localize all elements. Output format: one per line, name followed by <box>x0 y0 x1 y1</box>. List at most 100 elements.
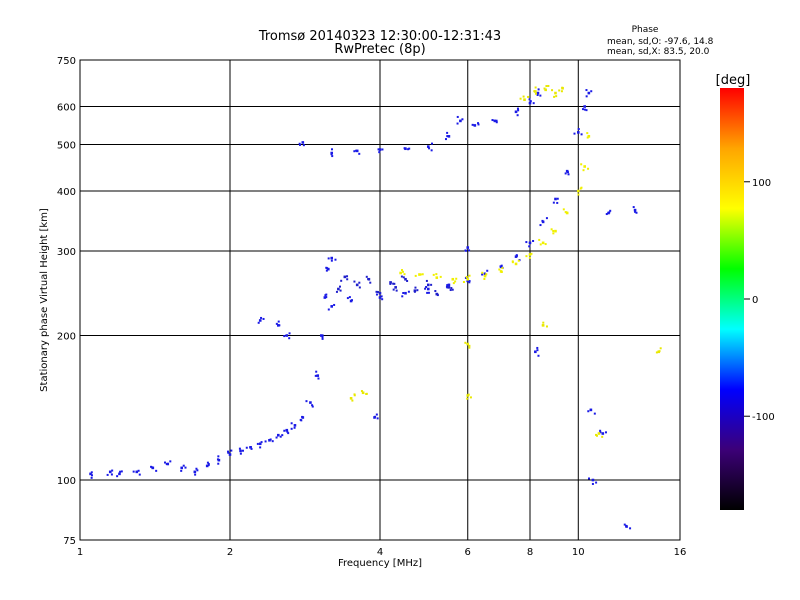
data-point <box>545 217 548 220</box>
data-point <box>560 90 563 93</box>
data-point <box>320 334 323 337</box>
data-point <box>585 109 588 112</box>
data-point <box>330 153 333 156</box>
colorbar-tick-label: 100 <box>752 178 771 189</box>
y-axis-label: Stationary phase Virtual Height [km] <box>39 208 50 392</box>
data-point <box>301 141 305 144</box>
data-point <box>369 281 372 284</box>
data-point <box>283 335 286 338</box>
data-point <box>551 89 554 92</box>
y-tick-label: 200 <box>57 332 76 343</box>
data-point <box>481 273 484 276</box>
grid-lines <box>80 60 680 540</box>
data-point <box>348 296 351 299</box>
data-point <box>588 477 591 480</box>
x-tick-label: 2 <box>227 547 233 558</box>
data-point <box>451 288 454 291</box>
data-point <box>367 278 370 281</box>
data-point <box>279 435 282 438</box>
data-point <box>543 87 546 90</box>
data-point <box>257 321 260 324</box>
data-point <box>554 229 557 233</box>
data-point <box>346 275 349 278</box>
data-point <box>392 288 395 291</box>
data-point <box>599 431 602 434</box>
data-point <box>401 270 404 273</box>
data-point <box>586 132 589 135</box>
data-point <box>556 201 559 204</box>
data-points <box>89 84 662 530</box>
data-point <box>466 342 470 346</box>
data-point <box>589 408 592 411</box>
data-point <box>564 172 567 175</box>
data-point <box>301 415 304 418</box>
data-point <box>321 334 324 337</box>
data-point <box>587 134 590 137</box>
data-point <box>404 277 407 281</box>
data-point <box>581 108 584 111</box>
data-point <box>355 283 359 287</box>
phase-header: Phase <box>632 25 659 35</box>
data-point <box>193 470 197 474</box>
data-point <box>495 121 498 124</box>
data-point <box>400 275 403 278</box>
data-point <box>164 461 167 464</box>
data-point <box>528 256 531 259</box>
data-point <box>493 119 497 123</box>
data-point <box>330 151 334 155</box>
data-point <box>338 285 341 288</box>
data-point <box>544 243 547 246</box>
data-point <box>608 211 611 214</box>
data-point <box>327 257 330 260</box>
data-point <box>239 449 242 453</box>
data-point <box>532 239 535 242</box>
data-point <box>150 465 153 468</box>
data-point <box>426 291 429 294</box>
data-point <box>469 396 472 399</box>
data-point <box>353 150 356 153</box>
data-point <box>590 90 593 93</box>
data-point <box>466 279 470 283</box>
data-point <box>399 271 402 275</box>
data-point <box>591 478 595 482</box>
data-point <box>325 266 328 269</box>
data-point <box>264 440 267 443</box>
data-point <box>106 473 109 476</box>
data-point <box>436 293 439 296</box>
data-point <box>430 149 433 152</box>
data-point <box>227 451 230 454</box>
data-point <box>561 86 564 89</box>
data-point <box>245 446 248 449</box>
data-point <box>375 290 378 293</box>
data-point <box>439 275 442 278</box>
data-point <box>605 213 608 216</box>
data-point <box>365 392 368 395</box>
data-point <box>447 286 451 289</box>
data-point <box>249 446 252 449</box>
data-point <box>381 148 384 151</box>
data-point <box>501 267 504 270</box>
data-point <box>585 95 588 98</box>
colorbar-ticks: 100 0 -100 <box>744 178 775 423</box>
data-point <box>287 432 290 435</box>
colorbar-tick-label: 0 <box>752 295 758 306</box>
data-point <box>491 119 494 122</box>
data-point <box>165 463 168 466</box>
data-point <box>227 450 230 453</box>
data-point <box>414 286 417 289</box>
data-point <box>552 229 555 232</box>
data-point <box>333 303 336 306</box>
data-point <box>466 277 470 281</box>
x-tick-label: 10 <box>572 547 585 558</box>
data-point <box>299 418 302 421</box>
data-point <box>298 142 301 145</box>
data-point <box>542 321 545 324</box>
data-point <box>446 131 449 134</box>
data-point <box>378 148 382 151</box>
data-point <box>597 432 601 435</box>
data-point <box>305 400 308 403</box>
data-point <box>528 245 531 248</box>
data-point <box>381 298 384 301</box>
data-point <box>485 273 488 276</box>
data-point <box>421 273 424 276</box>
